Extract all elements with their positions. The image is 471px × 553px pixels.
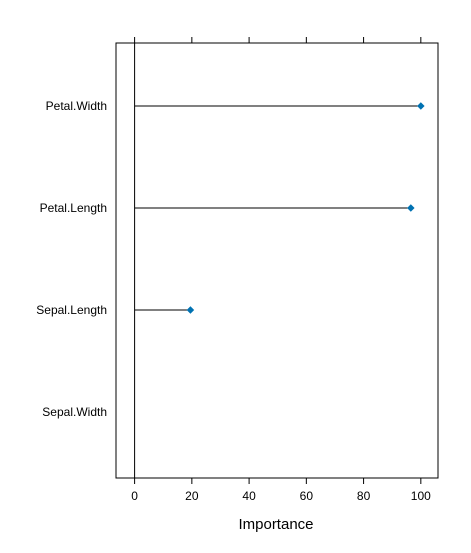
category-label: Sepal.Width bbox=[42, 405, 107, 419]
category-label: Sepal.Length bbox=[36, 303, 107, 317]
x-tick-label: 80 bbox=[357, 489, 371, 503]
category-label: Petal.Width bbox=[46, 99, 107, 113]
x-tick-label: 40 bbox=[242, 489, 256, 503]
data-point bbox=[417, 102, 425, 110]
x-tick-label: 100 bbox=[411, 489, 431, 503]
data-point bbox=[407, 204, 415, 212]
plot-frame bbox=[115, 42, 439, 479]
data-point bbox=[186, 306, 195, 314]
x-axis-title: Importance bbox=[238, 516, 313, 533]
x-tick-label: 60 bbox=[300, 489, 314, 503]
x-tick-label: 0 bbox=[131, 489, 138, 503]
category-label: Petal.Length bbox=[40, 201, 107, 215]
x-tick-label: 20 bbox=[185, 489, 199, 503]
plot-layer: 0 20 40 60 80 100 Petal.Width Petal.Length Sepal… bbox=[36, 37, 439, 503]
